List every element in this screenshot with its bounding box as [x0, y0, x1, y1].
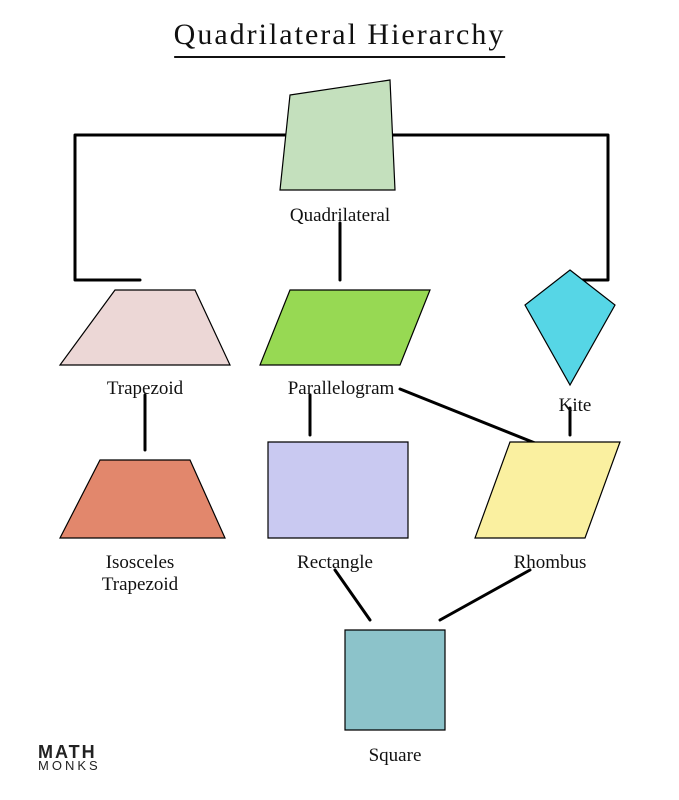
edge	[400, 389, 540, 445]
edge	[75, 135, 305, 280]
logo-line2: MONKS	[38, 760, 101, 772]
label-rhombus: Rhombus	[514, 552, 587, 574]
label-parallelogram: Parallelogram	[288, 378, 395, 400]
shape-rhombus	[475, 442, 620, 538]
shape-parallelogram	[260, 290, 430, 365]
edge	[393, 135, 608, 280]
logo: MATH MONKS	[38, 744, 101, 772]
diagram-container: Quadrilateral Hierarchy Quadrilateral Tr…	[0, 0, 679, 800]
label-square: Square	[369, 745, 422, 767]
shape-square	[345, 630, 445, 730]
label-rectangle: Rectangle	[297, 552, 373, 574]
label-trapezoid: Trapezoid	[107, 378, 183, 400]
shape-kite	[525, 270, 615, 385]
shape-isosceles_trapezoid	[60, 460, 225, 538]
label-kite: Kite	[559, 395, 592, 417]
shape-trapezoid	[60, 290, 230, 365]
shape-rectangle	[268, 442, 408, 538]
edge	[335, 570, 370, 620]
shape-quadrilateral	[280, 80, 395, 190]
edge	[440, 570, 530, 620]
label-quadrilateral: Quadrilateral	[290, 205, 390, 227]
label-isosceles-trapezoid: Isosceles Trapezoid	[102, 552, 178, 596]
